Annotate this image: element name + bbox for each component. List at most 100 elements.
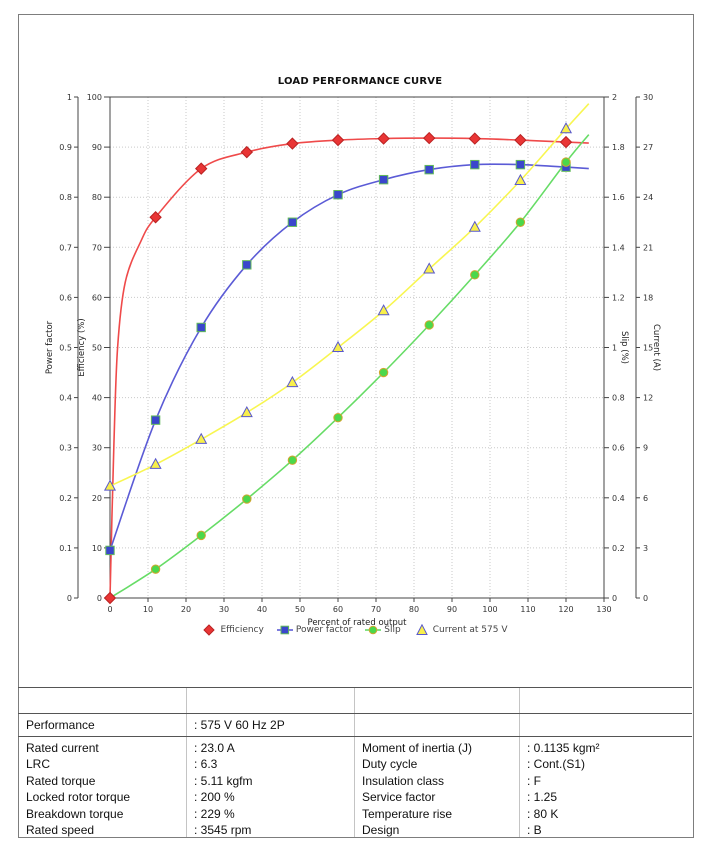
label-rated-torque: Rated torque: [26, 773, 96, 788]
svg-text:18: 18: [643, 293, 653, 302]
svg-text:70: 70: [371, 605, 381, 614]
legend-item-power-factor: Power factor: [276, 624, 352, 636]
table-divider: [186, 688, 187, 837]
svg-text:27: 27: [643, 143, 653, 152]
label-temperature-rise: Temperature rise: [362, 806, 453, 821]
page-frame: [18, 14, 694, 838]
svg-text:0.2: 0.2: [612, 544, 625, 553]
power-factor-legend-marker-icon: [276, 625, 293, 635]
slip-marker: [515, 217, 526, 227]
svg-text:0.9: 0.9: [59, 143, 72, 152]
current-at-575-v-marker: [423, 262, 436, 274]
svg-text:10: 10: [92, 544, 102, 553]
label-service-factor: Service factor: [362, 790, 436, 805]
svg-text:30: 30: [219, 605, 229, 614]
series-slip: [109, 134, 590, 599]
svg-text:0.3: 0.3: [59, 444, 72, 453]
svg-text:0.6: 0.6: [59, 293, 72, 302]
svg-text:0.4: 0.4: [59, 394, 72, 403]
svg-text:40: 40: [257, 605, 267, 614]
table-divider: [354, 688, 355, 837]
value-locked-rotor-torque: : 200 %: [194, 790, 235, 805]
label-breakdown-torque: Breakdown torque: [26, 806, 124, 821]
slip-marker: [470, 270, 480, 280]
efficiency-legend-marker-icon: [203, 624, 216, 636]
svg-text:120: 120: [558, 605, 573, 614]
svg-text:100: 100: [87, 93, 102, 102]
legend-item-current-at-575-v: Current at 575 V: [414, 624, 508, 636]
svg-text:3: 3: [643, 544, 648, 553]
svg-text:0.2: 0.2: [59, 494, 72, 503]
svg-text:1.8: 1.8: [612, 143, 625, 152]
label-performance: Performance: [26, 718, 95, 732]
svg-text:0.8: 0.8: [59, 193, 72, 202]
power-factor-marker: [150, 415, 161, 425]
current-a-axis: 0 3 6 9 12 15 18 21 24 27 30 Current (A): [635, 93, 661, 603]
left-values-column: : 23.0 A : 6.3 : 5.11 kgfm : 200 % : 229…: [194, 740, 252, 838]
legend-label-efficiency: Efficiency: [220, 625, 264, 635]
power-factor-axis: 0 0.1 0.2 0.3 0.4 0.5 0.6 0.7 0.8 0.9 1 Power facto…: [45, 93, 79, 603]
performance-row: Performance : 575 V 60 Hz 2P: [18, 714, 692, 737]
svg-text:110: 110: [520, 605, 535, 614]
legend-label-current-at-575-v: Current at 575 V: [432, 625, 508, 635]
svg-text:1.2: 1.2: [612, 293, 625, 302]
svg-text:70: 70: [92, 243, 102, 252]
value-rated-torque: : 5.11 kgfm: [194, 773, 253, 788]
spec-table: Performance : 575 V 60 Hz 2P Rated curre…: [18, 687, 692, 837]
slip-marker: [424, 320, 434, 330]
svg-text:90: 90: [447, 605, 457, 614]
power-factor-marker: [515, 159, 526, 170]
value-temperature-rise: : 80 K: [527, 806, 559, 821]
label-duty-cycle: Duty cycle: [362, 757, 418, 772]
legend-item-efficiency: Efficiency: [201, 624, 264, 636]
slip-axis-title: Slip (%): [619, 331, 629, 364]
efficiency-marker: [468, 132, 482, 145]
svg-text:1: 1: [67, 93, 72, 102]
value-rated-current: : 23.0 A: [194, 741, 235, 755]
svg-text:30: 30: [643, 93, 653, 102]
efficiency-marker: [103, 591, 117, 605]
power-factor-marker: [105, 545, 115, 556]
efficiency-marker: [194, 162, 208, 175]
power-factor-marker: [470, 159, 480, 170]
efficiency-marker: [331, 133, 345, 147]
svg-text:130: 130: [596, 605, 611, 614]
slip-marker: [333, 412, 343, 423]
svg-text:2: 2: [612, 93, 617, 102]
slip-marker: [150, 564, 161, 574]
chart-legend: Efficiency Power factor Slip Current at 575…: [0, 624, 709, 636]
efficiency-axis-title: Efficiency (%): [77, 318, 87, 376]
current-at-575-v-marker: [149, 457, 162, 469]
series-efficiency: [109, 137, 589, 599]
label-lrc: LRC: [26, 757, 51, 772]
current-at-575-v-marker: [514, 173, 527, 185]
table-empty-row: [18, 688, 692, 714]
svg-text:80: 80: [409, 605, 419, 614]
svg-text:0.8: 0.8: [612, 394, 625, 403]
efficiency-marker: [559, 135, 573, 149]
legend-label-slip: Slip: [384, 625, 401, 635]
power-factor-marker: [424, 164, 434, 175]
svg-text:60: 60: [333, 605, 343, 614]
svg-text:90: 90: [92, 143, 102, 152]
label-insulation-class: Insulation class: [362, 773, 445, 788]
value-performance: : 575 V 60 Hz 2P: [194, 718, 285, 732]
svg-text:0: 0: [97, 594, 102, 603]
slip-marker: [561, 157, 571, 167]
slip-marker: [287, 455, 298, 465]
label-rated-speed: Rated speed: [26, 822, 95, 837]
slip-axis: 0 0.2 0.4 0.6 0.8 1 1.2 1.4 1.6 1.8 2 Slip (%): [604, 93, 629, 603]
svg-text:1.4: 1.4: [612, 243, 625, 252]
svg-text:20: 20: [92, 494, 102, 503]
current-at-575-v-marker: [240, 405, 253, 418]
svg-text:0: 0: [643, 594, 648, 603]
label-moment-of-inertia: Moment of inertia (J): [362, 741, 473, 755]
svg-text:20: 20: [181, 605, 191, 614]
table-divider: [519, 688, 520, 837]
svg-text:12: 12: [643, 394, 653, 403]
power-factor-axis-title: Power factor: [45, 320, 55, 374]
left-labels-column: Rated current LRC Rated torque Locked ro…: [26, 740, 130, 838]
current-at-575-v-marker: [559, 122, 573, 134]
